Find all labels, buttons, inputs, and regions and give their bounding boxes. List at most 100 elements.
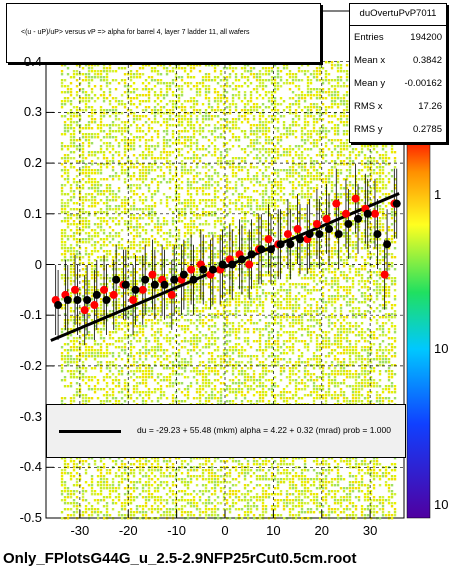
density-cell bbox=[72, 247, 76, 250]
density-cell bbox=[354, 226, 358, 229]
density-cell bbox=[360, 268, 364, 271]
density-cell bbox=[309, 91, 313, 94]
density-cell bbox=[93, 73, 97, 76]
density-cell bbox=[270, 187, 274, 190]
density-cell bbox=[231, 283, 235, 286]
density-cell bbox=[120, 169, 124, 172]
density-cell bbox=[90, 205, 94, 208]
density-cell bbox=[348, 277, 352, 280]
density-cell bbox=[99, 112, 103, 115]
density-cell bbox=[219, 166, 223, 169]
density-cell bbox=[240, 178, 244, 181]
density-cell bbox=[303, 214, 307, 217]
density-cell bbox=[156, 73, 160, 76]
density-cell bbox=[309, 262, 313, 265]
density-cell bbox=[198, 274, 202, 277]
density-cell bbox=[162, 121, 166, 124]
density-cell bbox=[381, 226, 385, 229]
density-cell bbox=[192, 64, 196, 67]
density-cell bbox=[123, 304, 127, 307]
density-cell bbox=[81, 295, 85, 298]
density-cell bbox=[336, 151, 340, 154]
density-cell bbox=[129, 112, 133, 115]
density-cell bbox=[276, 205, 280, 208]
density-cell bbox=[390, 262, 394, 265]
density-cell bbox=[60, 211, 64, 214]
density-cell bbox=[276, 292, 280, 295]
density-cell bbox=[279, 250, 283, 253]
density-cell bbox=[144, 166, 148, 169]
density-cell bbox=[309, 172, 313, 175]
density-cell bbox=[108, 187, 112, 190]
density-cell bbox=[258, 286, 262, 289]
density-cell bbox=[216, 127, 220, 130]
density-cell bbox=[75, 226, 79, 229]
density-cell bbox=[192, 304, 196, 307]
density-cell bbox=[117, 178, 121, 181]
density-cell bbox=[216, 280, 220, 283]
density-cell bbox=[378, 211, 382, 214]
density-cell bbox=[177, 262, 181, 265]
density-cell bbox=[246, 295, 250, 298]
density-cell bbox=[336, 91, 340, 94]
density-cell bbox=[186, 205, 190, 208]
density-cell bbox=[213, 298, 217, 301]
density-cell bbox=[63, 127, 67, 130]
density-cell bbox=[255, 133, 259, 136]
density-cell bbox=[372, 280, 376, 283]
density-cell bbox=[198, 280, 202, 283]
density-cell bbox=[93, 151, 97, 154]
density-cell bbox=[333, 115, 337, 118]
density-cell bbox=[372, 157, 376, 160]
density-cell bbox=[141, 136, 145, 139]
density-cell bbox=[195, 175, 199, 178]
density-cell bbox=[63, 100, 67, 103]
density-cell bbox=[78, 127, 82, 130]
density-cell bbox=[78, 199, 82, 202]
density-cell bbox=[240, 193, 244, 196]
density-cell bbox=[228, 106, 232, 109]
density-cell bbox=[153, 247, 157, 250]
density-cell bbox=[303, 253, 307, 256]
density-cell bbox=[138, 163, 142, 166]
density-cell bbox=[165, 274, 169, 277]
density-cell bbox=[123, 91, 127, 94]
density-cell bbox=[171, 199, 175, 202]
density-cell bbox=[159, 268, 163, 271]
density-cell bbox=[246, 76, 250, 79]
density-cell bbox=[156, 157, 160, 160]
density-cell bbox=[63, 172, 67, 175]
density-cell bbox=[387, 277, 391, 280]
density-cell bbox=[207, 169, 211, 172]
density-cell bbox=[81, 256, 85, 259]
density-cell bbox=[147, 100, 151, 103]
density-cell bbox=[108, 64, 112, 67]
density-cell bbox=[306, 244, 310, 247]
density-cell bbox=[315, 76, 319, 79]
density-cell bbox=[273, 280, 277, 283]
density-cell bbox=[93, 268, 97, 271]
density-cell bbox=[108, 217, 112, 220]
density-cell bbox=[252, 223, 256, 226]
density-cell bbox=[312, 250, 316, 253]
density-cell bbox=[291, 148, 295, 151]
density-cell bbox=[333, 268, 337, 271]
density-cell bbox=[144, 244, 148, 247]
density-cell bbox=[312, 253, 316, 256]
density-cell bbox=[111, 265, 115, 268]
density-cell bbox=[315, 112, 319, 115]
density-cell bbox=[345, 124, 349, 127]
density-cell bbox=[252, 106, 256, 109]
density-cell bbox=[213, 286, 217, 289]
density-cell bbox=[216, 208, 220, 211]
density-cell bbox=[75, 214, 79, 217]
density-cell bbox=[324, 73, 328, 76]
density-cell bbox=[183, 202, 187, 205]
density-cell bbox=[87, 262, 91, 265]
density-cell bbox=[378, 220, 382, 223]
density-cell bbox=[246, 85, 250, 88]
density-cell bbox=[165, 238, 169, 241]
density-cell bbox=[81, 136, 85, 139]
density-cell bbox=[231, 94, 235, 97]
density-cell bbox=[255, 79, 259, 82]
